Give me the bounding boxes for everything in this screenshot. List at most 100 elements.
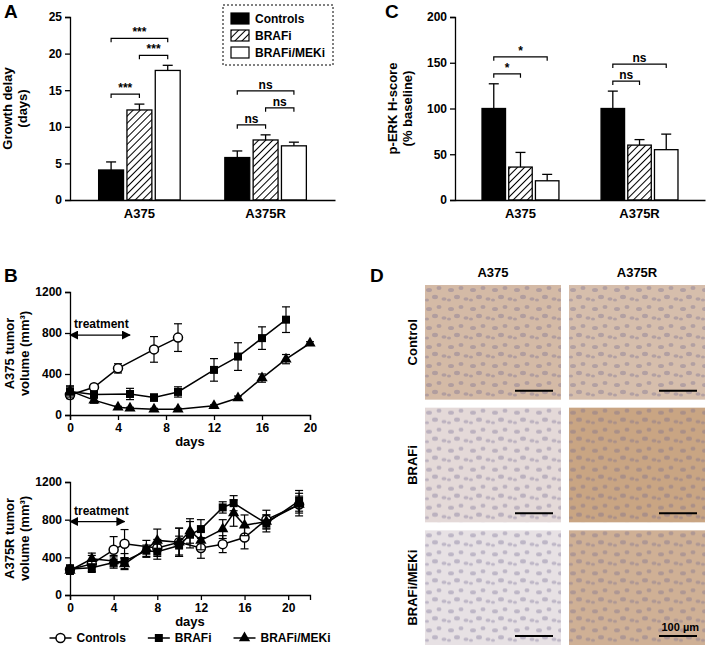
tick: 1200 [35, 475, 70, 489]
tick-label: 16 [256, 421, 270, 435]
error-cap [142, 540, 150, 541]
tick: 0 [55, 588, 70, 602]
tick-label: 100 [427, 102, 447, 116]
legend-entry: BRAFi/MEKi [234, 631, 331, 645]
tick-mark [65, 200, 70, 201]
image-grid: A375A375RControlBRAFiBRAFi/MEKi100 µm [405, 265, 705, 645]
error-cap [121, 553, 129, 554]
tick: A375 [505, 200, 536, 221]
bar-series: BRAFi [509, 140, 652, 200]
error-cap [219, 501, 227, 502]
marker [126, 390, 134, 398]
error-cap [175, 556, 183, 557]
tick-mark [65, 53, 70, 54]
significance-label: ns [259, 78, 273, 92]
axis-line [450, 18, 456, 201]
error-bar [88, 564, 96, 572]
tick-label: 400 [42, 367, 62, 381]
legend: ControlsBRAFiBRAFi/MEKi [223, 5, 333, 65]
line-series: BRAFi/MEKi [64, 337, 315, 413]
micrograph-texture [425, 285, 561, 400]
panel-label: D [370, 265, 384, 286]
marker [304, 337, 315, 347]
error-bar [232, 151, 242, 158]
error-cap [88, 572, 96, 573]
significance-bracket: *** [111, 81, 139, 98]
micrograph-texture [569, 530, 705, 645]
error-bar [489, 84, 499, 109]
error-cap [197, 549, 205, 550]
tick-mark [262, 415, 263, 420]
marker [124, 402, 135, 412]
y-axis-title: (% baseline) [400, 71, 415, 147]
error-bar [219, 536, 227, 553]
legend-entry: BRAFi [231, 29, 292, 43]
error-cap [295, 496, 303, 497]
micrograph-texture [569, 285, 705, 400]
tick: 16 [256, 415, 270, 435]
error-bar [261, 135, 271, 140]
tick-mark [450, 17, 455, 18]
significance-bracket: *** [139, 42, 167, 59]
tick: 0 [55, 408, 70, 422]
line-series [66, 493, 304, 574]
y-axis-title: Growth delay [0, 67, 15, 150]
annotation-arrow [70, 521, 125, 522]
error-bar [126, 388, 134, 399]
panel-label: A [4, 1, 18, 22]
tick-mark [157, 595, 158, 600]
tick: 20 [49, 47, 70, 61]
tick-mark [65, 482, 70, 483]
tick-mark [65, 90, 70, 91]
annotation-arrow [70, 334, 130, 335]
marker [261, 515, 272, 525]
line [70, 343, 310, 409]
error-cap [234, 342, 242, 343]
tick-mark [450, 108, 455, 109]
error-bar [661, 134, 671, 150]
marker [195, 534, 206, 544]
error-whisker [265, 135, 266, 140]
tick-label: A375 [505, 206, 536, 221]
error-bar [289, 142, 299, 146]
legend-box [223, 5, 333, 65]
micrograph-texture [425, 408, 561, 523]
error-cap [219, 538, 227, 539]
error-cap [175, 556, 183, 557]
bar [155, 70, 180, 200]
bar [628, 145, 652, 200]
error-cap [174, 386, 182, 387]
significance-label: * [518, 44, 523, 58]
micrograph: 100 µm [569, 530, 705, 645]
marker [208, 399, 219, 409]
error-whisker [666, 134, 667, 150]
tick-label: 0 [67, 601, 74, 615]
marker [150, 345, 159, 354]
x-axis-title: days [175, 434, 205, 449]
error-cap [635, 139, 645, 140]
annotation: treatment [70, 504, 129, 522]
y-axis: 04008001200 [35, 285, 70, 422]
tick-mark [450, 154, 455, 155]
tick-label: A375R [619, 206, 660, 221]
tick: 800 [42, 513, 70, 527]
tick-mark [214, 415, 215, 420]
tick-label: 0 [440, 193, 447, 207]
error-cap [489, 83, 499, 84]
error-whisker [547, 174, 548, 180]
significance-label: ns [633, 51, 647, 65]
row-header: BRAFi/MEKi [405, 550, 420, 626]
axis-line [65, 483, 71, 596]
tick-label: 1200 [35, 285, 62, 299]
tick-mark [201, 595, 202, 600]
tick-mark [450, 200, 455, 201]
panel-label: C [385, 1, 399, 22]
error-cap [262, 528, 270, 529]
error-cap [219, 519, 227, 520]
micrograph-background [569, 285, 705, 400]
error-bar [163, 65, 173, 70]
marker [141, 542, 152, 552]
tick-mark [310, 415, 311, 420]
tick-label: 16 [238, 601, 252, 615]
tick-label: 8 [163, 421, 170, 435]
